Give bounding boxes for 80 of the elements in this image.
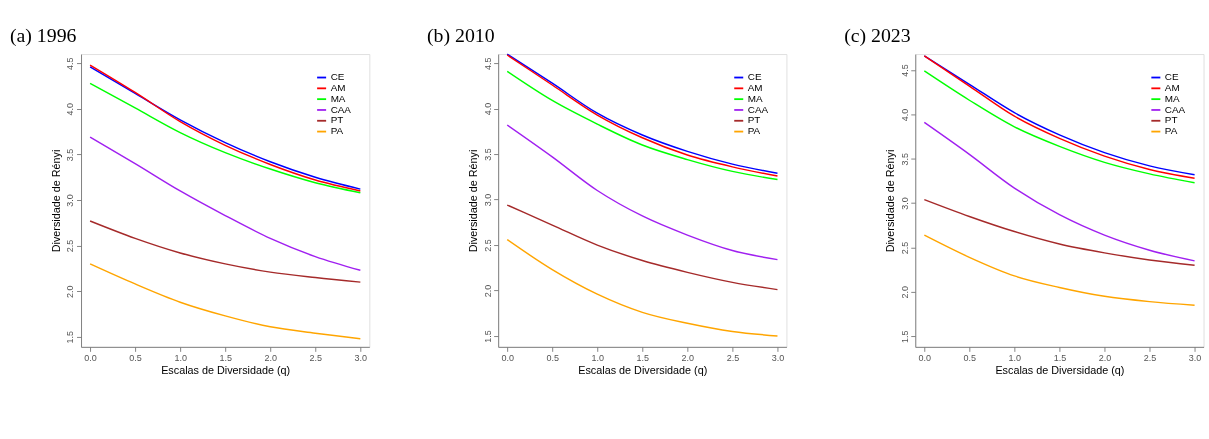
line-series (506, 204, 779, 291)
x-tick-label: 1.0 (1008, 352, 1022, 363)
line-series (923, 121, 1196, 262)
legend-label: PA (330, 125, 344, 137)
line-series (923, 198, 1196, 266)
legend-label: CE (330, 71, 345, 83)
x-axis-title: Escalas de Diversidade (q) (995, 364, 1125, 377)
legend-label: PA (1164, 125, 1178, 137)
x-tick-label: 3.0 (771, 352, 785, 363)
x-tick-label: 1.5 (636, 352, 650, 363)
y-axis-title: Diversidade de Rényi (49, 149, 62, 253)
legend-label: CAA (330, 103, 352, 115)
line-series (89, 220, 362, 283)
x-axis-title: Escalas de Diversidade (q) (161, 364, 291, 377)
x-tick-label: 0.0 (84, 352, 97, 363)
chart-title: (c) 2023 (844, 24, 911, 48)
x-tick-label: 2.0 (1098, 352, 1112, 363)
y-tick-label: 2.0 (65, 285, 76, 298)
legend-label: AM (330, 82, 346, 94)
x-tick-label: 1.5 (1053, 352, 1067, 363)
x-tick-label: 2.5 (1143, 352, 1157, 363)
legend-label: CE (1164, 71, 1179, 83)
x-tick-label: 3.0 (354, 352, 368, 363)
x-tick-label: 2.5 (726, 352, 740, 363)
line-series (506, 124, 779, 261)
chart-title: (b) 2010 (427, 23, 495, 47)
legend-label: PA (747, 125, 761, 137)
x-tick-label: 2.5 (309, 352, 323, 363)
x-tick-label: 0.5 (129, 352, 142, 363)
legend-label: CE (747, 71, 762, 83)
x-tick-label: 0.5 (963, 352, 977, 363)
legend-label: MA (1164, 92, 1181, 104)
legend-label: CAA (747, 103, 769, 115)
y-tick-label: 1.5 (482, 330, 493, 343)
y-tick-label: 2.0 (899, 286, 910, 299)
x-tick-label: 0.0 (501, 352, 514, 363)
line-series (506, 238, 779, 337)
line-series (923, 234, 1196, 306)
y-tick-label: 2.5 (899, 241, 910, 255)
y-tick-label: 1.5 (65, 331, 76, 344)
legend-label: MA (330, 92, 346, 104)
y-tick-label: 3.0 (899, 197, 910, 210)
line-series (89, 136, 362, 271)
x-tick-label: 0.0 (918, 352, 932, 363)
x-tick-label: 1.5 (219, 352, 232, 363)
x-tick-label: 1.0 (591, 352, 604, 363)
line-series (506, 70, 779, 181)
line-series (89, 263, 362, 340)
y-tick-label: 3.0 (65, 194, 76, 207)
y-axis-title: Diversidade de Rényi (884, 149, 897, 253)
y-axis-title: Diversidade de Rényi (467, 149, 480, 253)
y-tick-label: 4.0 (65, 103, 76, 116)
x-tick-label: 0.5 (546, 352, 559, 363)
x-tick-label: 1.0 (174, 352, 187, 363)
y-tick-label: 4.5 (899, 64, 910, 77)
y-tick-label: 3.5 (65, 148, 76, 162)
x-tick-label: 2.0 (264, 352, 277, 363)
legend-label: MA (747, 92, 763, 104)
y-tick-label: 3.0 (482, 193, 493, 207)
line-series (89, 82, 362, 194)
y-tick-label: 2.5 (482, 239, 493, 252)
y-tick-label: 2.0 (482, 284, 493, 298)
x-axis-title: Escalas de Diversidade (q) (578, 364, 708, 377)
legend-label: PT (747, 114, 761, 126)
y-tick-label: 4.0 (482, 102, 493, 116)
y-tick-label: 2.5 (65, 239, 76, 253)
y-tick-label: 1.5 (899, 330, 910, 343)
y-tick-label: 4.5 (65, 57, 76, 70)
legend-label: PT (330, 114, 344, 126)
chart-title: (a) 1996 (9, 24, 77, 48)
y-tick-label: 4.5 (482, 57, 493, 70)
legend-label: AM (747, 82, 763, 94)
legend-label: CAA (1164, 103, 1186, 115)
x-tick-label: 3.0 (1188, 352, 1202, 363)
y-tick-label: 3.5 (899, 152, 910, 166)
x-tick-label: 2.0 (681, 352, 695, 363)
y-tick-label: 3.5 (482, 148, 493, 161)
y-tick-label: 4.0 (899, 108, 910, 122)
legend-label: PT (1164, 114, 1178, 126)
legend-label: AM (1164, 82, 1180, 94)
